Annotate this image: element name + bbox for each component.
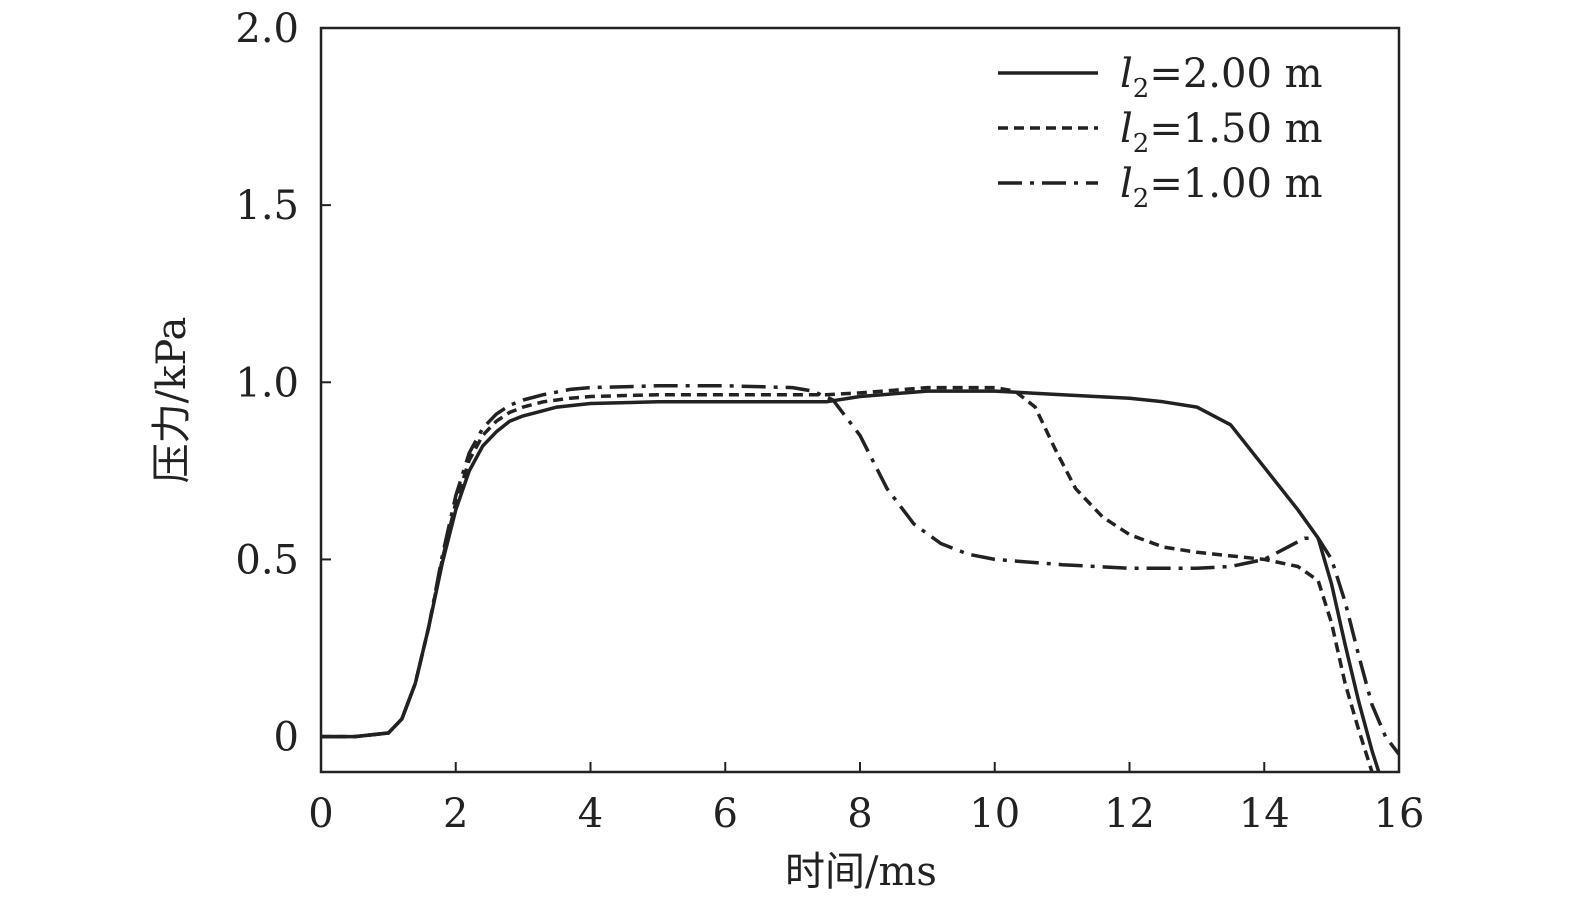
x-tick-label: 14 — [1239, 791, 1290, 837]
y-tick-label: 0.5 — [235, 537, 299, 583]
series-line-2 — [321, 385, 1374, 772]
x-tick-label: 8 — [847, 791, 872, 837]
legend-label-3: l2=1.00 m — [1120, 161, 1323, 214]
legend-label-2: l2=1.50 m — [1120, 106, 1323, 159]
y-tick-label: 1.0 — [235, 360, 299, 406]
x-tick-label: 0 — [308, 791, 333, 837]
plot-area — [321, 384, 1399, 772]
y-tick-label: 2.0 — [235, 6, 299, 52]
x-tick-label: 10 — [969, 791, 1020, 837]
legend: l2=2.00 ml2=1.50 ml2=1.00 m — [998, 51, 1323, 214]
x-tick-label: 2 — [443, 791, 468, 837]
x-tick-label: 6 — [713, 791, 738, 837]
legend-label-1: l2=2.00 m — [1120, 51, 1323, 104]
y-tick-label: 0 — [274, 715, 299, 761]
x-tick-label: 16 — [1374, 791, 1425, 837]
tick-marks-and-labels: 0 2 4 6 8 10 12 14 16 0 0.5 1.0 1.5 2.0 — [235, 6, 1424, 837]
y-tick-label: 1.5 — [235, 183, 299, 229]
series-line-3 — [321, 384, 1399, 756]
y-axis-label: 压力/kPa — [149, 317, 195, 484]
x-axis-label: 时间/ms — [785, 849, 937, 895]
series-line-1 — [321, 389, 1381, 772]
x-tick-label: 12 — [1104, 791, 1155, 837]
x-tick-label: 4 — [578, 791, 603, 837]
